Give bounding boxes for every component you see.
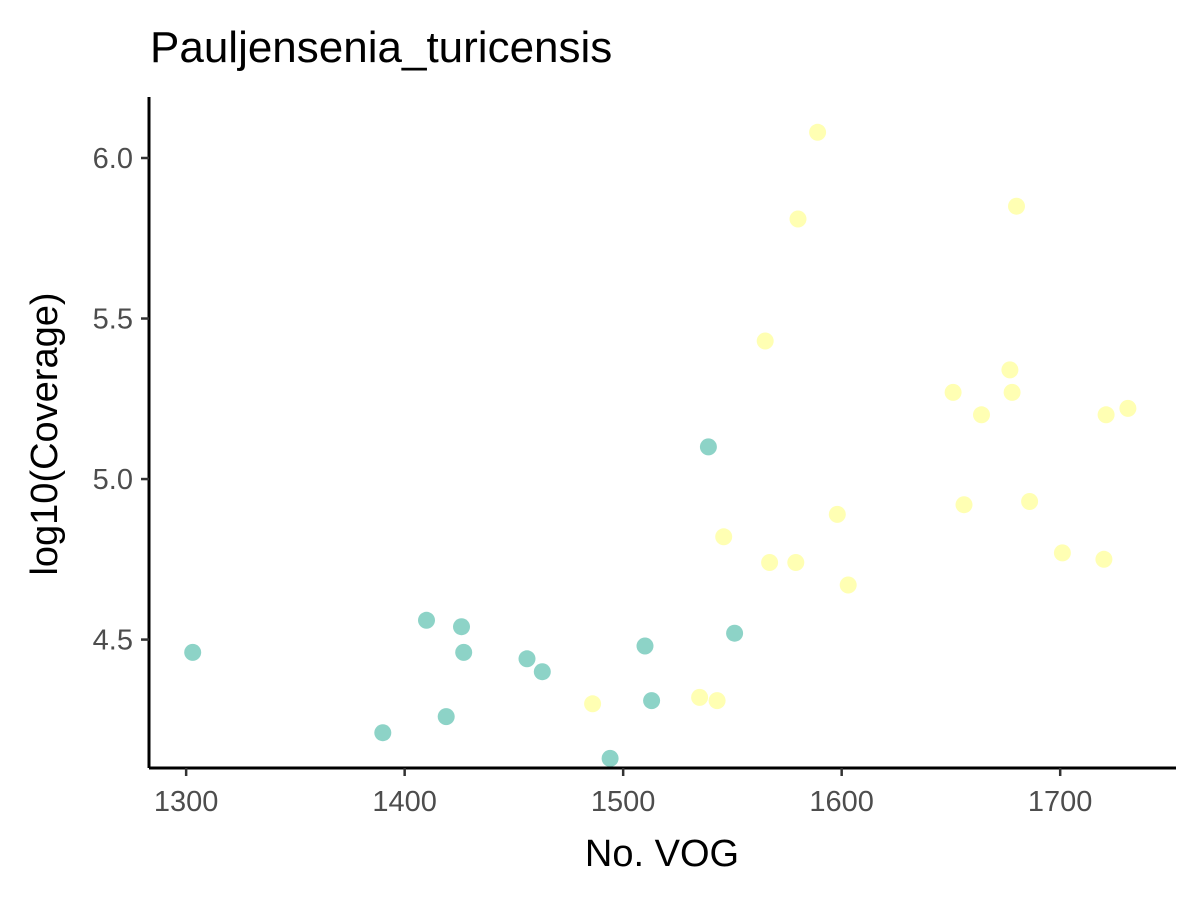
data-points (184, 123, 1137, 767)
data-point-s0-11 (699, 438, 717, 456)
data-point-s0-5 (455, 643, 473, 661)
data-point-s1-16 (1008, 197, 1025, 215)
y-axis-title: log10(Coverage) (24, 292, 66, 575)
data-point-s1-9 (828, 505, 846, 523)
data-point-s1-11 (944, 383, 962, 401)
data-point-s1-18 (1053, 544, 1071, 562)
data-point-s1-1 (691, 688, 709, 706)
x-tick-label: 1500 (591, 786, 656, 818)
y-tick-label: 5.0 (93, 464, 133, 496)
data-point-s1-7 (789, 210, 807, 228)
y-tick-label: 6.0 (93, 143, 133, 175)
x-tick-label: 1600 (809, 786, 874, 818)
data-point-s0-10 (643, 692, 661, 710)
x-tick-label: 1700 (1028, 786, 1093, 818)
data-point-s0-9 (636, 637, 654, 655)
data-point-s1-2 (708, 692, 726, 710)
x-tick-label: 1300 (154, 786, 219, 818)
chart-title: Pauljensenia_turicensis (150, 23, 612, 72)
x-tick-label: 1400 (372, 786, 437, 818)
data-point-s1-10 (839, 576, 857, 594)
data-point-s1-21 (1119, 399, 1137, 417)
data-point-s1-4 (756, 332, 774, 350)
x-axis: 1300 1400 1500 1600 1700 (149, 766, 1176, 818)
data-point-s0-4 (453, 618, 470, 636)
data-point-s0-8 (601, 749, 619, 767)
data-point-s1-19 (1095, 550, 1113, 568)
data-point-s0-3 (437, 708, 455, 726)
data-point-s1-6 (787, 554, 805, 571)
data-point-s1-0 (584, 695, 602, 713)
data-point-s1-5 (761, 554, 779, 571)
data-point-s0-0 (184, 643, 202, 661)
data-point-s0-7 (533, 663, 551, 681)
data-point-s1-17 (1021, 493, 1039, 510)
data-point-s1-15 (1003, 383, 1021, 401)
data-point-s1-13 (973, 406, 990, 424)
data-point-s1-14 (1001, 361, 1019, 379)
data-point-s1-8 (809, 123, 827, 141)
data-point-s0-6 (518, 650, 536, 668)
data-point-s0-1 (374, 724, 392, 742)
y-tick-label: 5.5 (93, 304, 133, 336)
data-point-s1-20 (1097, 406, 1115, 424)
y-tick-label: 4.5 (93, 625, 133, 657)
y-axis: 4.5 5.0 5.5 6.0 (93, 97, 151, 768)
data-point-s0-12 (726, 624, 744, 642)
data-point-s1-3 (715, 528, 733, 546)
x-axis-title: No. VOG (585, 833, 739, 875)
data-point-s0-2 (418, 611, 435, 629)
data-point-s1-12 (955, 496, 973, 514)
